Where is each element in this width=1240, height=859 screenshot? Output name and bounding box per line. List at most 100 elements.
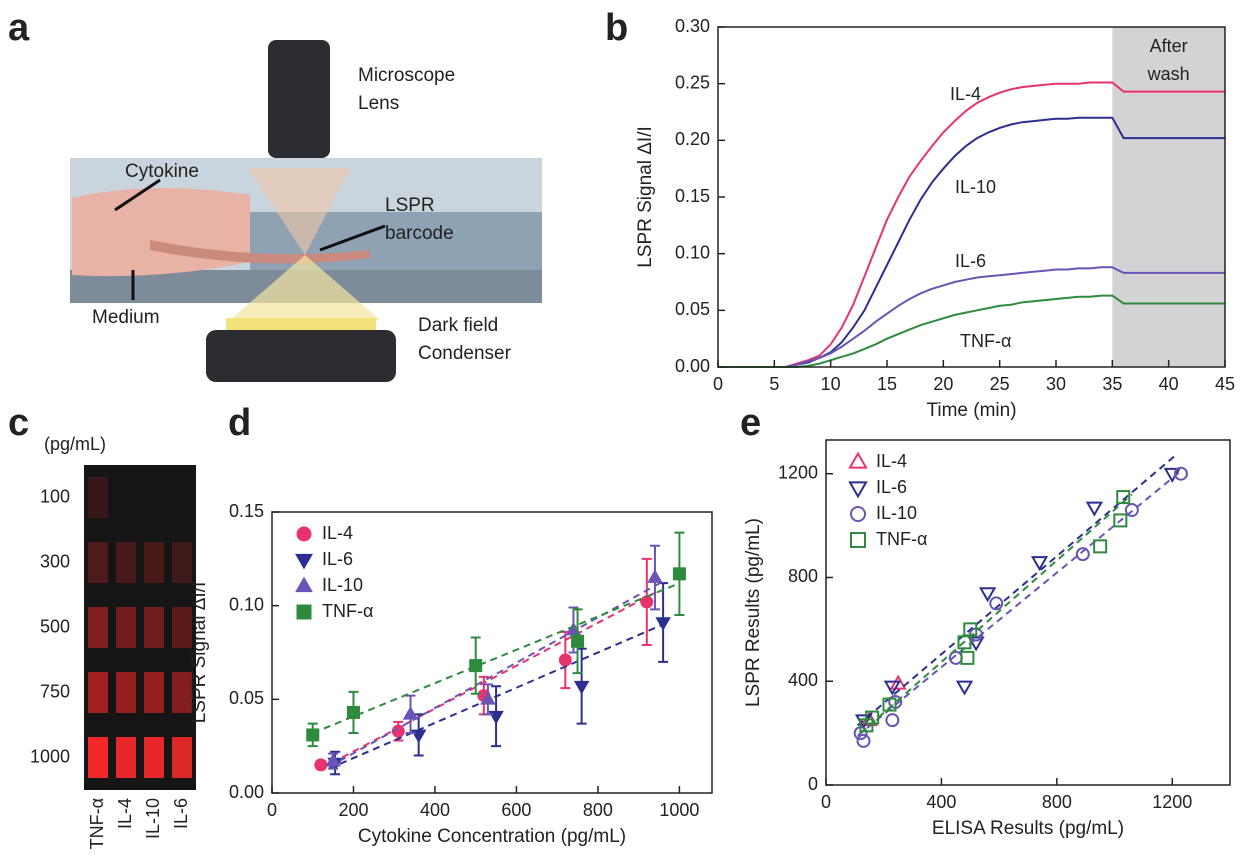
heatmap-cell <box>116 737 136 778</box>
legend-marker <box>850 506 866 522</box>
y-axis-title: LSPR Signal ΔI/I <box>189 582 210 724</box>
marker <box>967 636 985 652</box>
light-cone-bottom <box>230 255 380 320</box>
heatmap-cell <box>88 542 108 583</box>
marker <box>488 710 504 725</box>
row-label: 100 <box>40 486 70 506</box>
x-tick-label: 35 <box>1102 374 1122 394</box>
heatmap-cell <box>116 542 136 583</box>
row-label: 500 <box>40 616 70 636</box>
y-axis-title: LSPR Signal ΔI/I <box>635 126 656 268</box>
x-tick-label: 400 <box>420 800 450 820</box>
x-tick-label: 30 <box>1046 374 1066 394</box>
heatmap-background <box>84 465 196 790</box>
heatmap-cell <box>172 607 192 648</box>
marker <box>558 653 572 667</box>
marker <box>1093 539 1108 554</box>
marker <box>1085 501 1104 517</box>
marker <box>889 674 907 690</box>
legend-marker <box>850 532 866 548</box>
y-tick-label: 0.30 <box>675 16 710 36</box>
row-label: 750 <box>40 681 70 701</box>
medium-drop <box>72 188 250 277</box>
column-label: IL-10 <box>143 798 163 839</box>
label: LSPR <box>385 195 435 216</box>
marker <box>1116 490 1131 505</box>
column-label: IL-4 <box>115 798 135 829</box>
heatmap-cell <box>116 477 136 518</box>
x-tick-label: 0 <box>821 792 831 812</box>
marker <box>480 691 496 705</box>
marker <box>989 596 1004 611</box>
y-tick-label: 0.20 <box>675 129 710 149</box>
marker <box>1124 503 1139 518</box>
x-tick-label: 40 <box>1159 374 1179 394</box>
y-tick-label: 800 <box>788 566 818 586</box>
x-tick-label: 200 <box>338 800 368 820</box>
panel-label: e <box>740 402 761 444</box>
plot-frame <box>825 439 1231 786</box>
series-label: IL-10 <box>955 177 996 197</box>
marker <box>978 587 997 603</box>
marker <box>306 728 320 742</box>
x-tick-label: 5 <box>769 374 779 394</box>
marker <box>1173 466 1188 481</box>
shaded-region <box>1112 27 1225 367</box>
panel-label: a <box>8 7 30 49</box>
fit-line <box>859 493 1133 734</box>
marker <box>402 706 419 720</box>
y-tick-label: 1200 <box>778 462 818 482</box>
heatmap-cell <box>144 542 164 583</box>
heatmap-cell <box>172 737 192 778</box>
x-tick-label: 25 <box>990 374 1010 394</box>
legend-marker <box>296 526 312 542</box>
marker <box>865 710 880 725</box>
heatmap-cell <box>144 607 164 648</box>
row-label: 300 <box>40 551 70 571</box>
row-label: 1000 <box>30 746 70 766</box>
microscope-lens <box>268 40 330 158</box>
x-tick-label: 0 <box>267 800 277 820</box>
series-label: IL-4 <box>950 84 981 104</box>
panel-label: d <box>228 402 251 444</box>
unit-label: (pg/mL) <box>44 434 106 454</box>
x-axis-title: ELISA Results (pg/mL) <box>932 818 1124 839</box>
label: barcode <box>385 223 454 244</box>
heatmap-cell <box>88 672 108 713</box>
label: Condenser <box>418 343 512 364</box>
y-tick-label: 0.15 <box>229 501 264 521</box>
heatmap-cell <box>144 477 164 518</box>
label: Dark field <box>418 315 498 336</box>
heatmap-cell <box>116 607 136 648</box>
y-tick-label: 0 <box>808 774 818 794</box>
shade-label: wash <box>1147 64 1190 84</box>
marker <box>410 729 427 744</box>
y-tick-label: 0.00 <box>229 782 264 802</box>
x-tick-label: 1200 <box>1152 792 1192 812</box>
marker <box>571 634 585 648</box>
heatmap-cell <box>144 737 164 778</box>
marker <box>469 659 483 673</box>
heatmap-cell <box>144 672 164 713</box>
heatmap-cell <box>88 477 108 518</box>
line <box>718 266 1225 368</box>
label: Microscope <box>358 65 455 86</box>
marker <box>883 680 901 696</box>
x-tick-label: 1000 <box>659 800 699 820</box>
fit-line <box>320 589 660 770</box>
marker <box>647 569 663 583</box>
x-axis-title: Cytokine Concentration (pg/mL) <box>358 826 626 847</box>
legend-label: TNF-α <box>876 529 927 549</box>
marker <box>1113 513 1128 528</box>
line <box>718 81 1225 368</box>
marker <box>655 617 671 631</box>
y-tick-label: 0.05 <box>675 299 710 319</box>
label: Lens <box>358 93 399 114</box>
legend-label: IL-10 <box>322 575 363 595</box>
y-tick-label: 0.25 <box>675 72 710 92</box>
heatmap-cell <box>172 542 192 583</box>
marker <box>640 595 654 609</box>
arrow <box>319 224 386 252</box>
marker <box>325 752 341 767</box>
